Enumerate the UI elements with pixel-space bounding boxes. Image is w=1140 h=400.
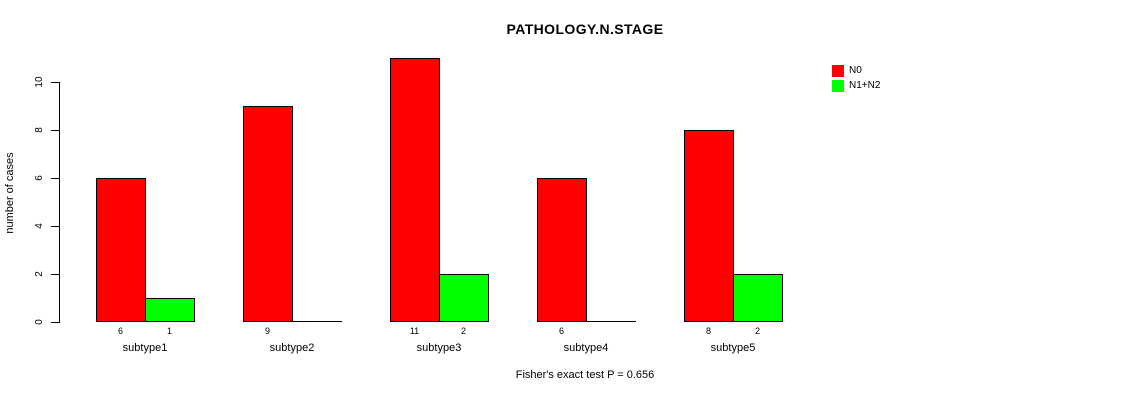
bar-value-n0-subtype1: 6 — [117, 326, 123, 336]
y-axis-tick — [51, 274, 59, 275]
bar-value-n1n2-subtype1: 1 — [166, 326, 172, 336]
footer-stat-text: Fisher's exact test P = 0.656 — [515, 369, 655, 381]
y-tick-label: 10 — [34, 76, 45, 88]
bar-zero-n1n2-subtype4 — [586, 321, 636, 322]
y-axis-label: number of cases — [4, 152, 16, 234]
legend: N0 N1+N2 — [832, 63, 880, 93]
x-category-label-subtype2: subtype2 — [269, 342, 315, 354]
y-tick-label: 8 — [34, 127, 45, 133]
bar-n1n2-subtype5 — [733, 274, 783, 322]
y-axis-line — [59, 82, 60, 323]
legend-swatch-n1n2 — [832, 79, 844, 92]
y-axis-tick — [51, 322, 59, 323]
x-category-label-subtype5: subtype5 — [710, 342, 756, 354]
y-axis-tick — [51, 178, 59, 179]
bar-value-n1n2-subtype5: 2 — [754, 326, 760, 336]
bar-value-n0-subtype5: 8 — [705, 326, 711, 336]
bar-n1n2-subtype3 — [439, 274, 489, 322]
y-axis-tick — [51, 82, 59, 83]
bar-value-n0-subtype2: 9 — [264, 326, 270, 336]
bar-zero-n1n2-subtype2 — [292, 321, 342, 322]
bar-value-n0-subtype3: 11 — [409, 326, 420, 336]
bar-value-n1n2-subtype3: 2 — [460, 326, 466, 336]
bar-n0-subtype2 — [243, 106, 293, 322]
legend-item-n1n2: N1+N2 — [832, 78, 880, 93]
bar-n0-subtype3 — [390, 58, 440, 322]
bar-n0-subtype5 — [684, 130, 734, 322]
y-tick-label: 0 — [34, 319, 45, 325]
x-category-label-subtype4: subtype4 — [563, 342, 609, 354]
bar-n0-subtype1 — [96, 178, 146, 322]
bar-n0-subtype4 — [537, 178, 587, 322]
y-tick-label: 4 — [34, 223, 45, 229]
y-axis-tick — [51, 130, 59, 131]
legend-item-n0: N0 — [832, 63, 880, 78]
y-tick-label: 2 — [34, 271, 45, 277]
bar-value-n0-subtype4: 6 — [558, 326, 564, 336]
x-category-label-subtype3: subtype3 — [416, 342, 462, 354]
y-axis-tick — [51, 226, 59, 227]
x-category-label-subtype1: subtype1 — [122, 342, 168, 354]
bar-n1n2-subtype1 — [145, 298, 195, 322]
legend-swatch-n0 — [832, 64, 844, 77]
legend-label-n1n2: N1+N2 — [849, 79, 881, 91]
chart-title: PATHOLOGY.N.STAGE — [506, 21, 664, 37]
legend-label-n0: N0 — [849, 64, 862, 76]
y-tick-label: 6 — [34, 175, 45, 181]
